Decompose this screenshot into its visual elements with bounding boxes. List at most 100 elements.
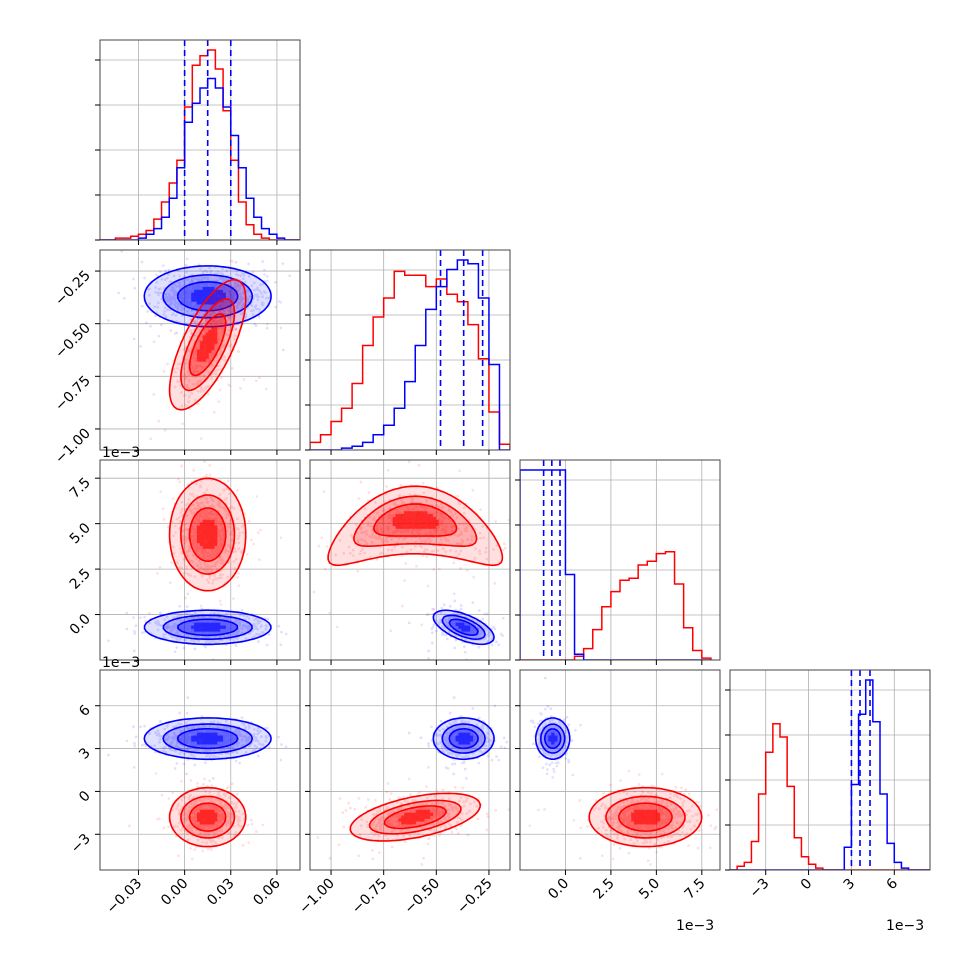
density-cell	[231, 272, 235, 276]
density-cell	[248, 295, 252, 299]
hist-red-p0	[100, 49, 300, 240]
sample-point	[229, 294, 233, 297]
density-cell	[199, 298, 204, 302]
density-cell	[211, 346, 215, 351]
density-cell	[208, 332, 212, 336]
sample-point	[179, 294, 183, 297]
density-cell	[199, 284, 204, 288]
sample-point	[199, 279, 202, 282]
density-cell	[211, 298, 215, 302]
sample-point	[156, 291, 159, 294]
sample-point	[255, 287, 259, 291]
density-cell	[194, 352, 198, 356]
density-cell	[214, 358, 218, 362]
density-cell	[174, 284, 178, 288]
sample-point	[168, 299, 171, 303]
density-cell	[156, 306, 161, 311]
density-cell	[256, 295, 261, 299]
density-cell	[176, 364, 181, 368]
density-cell	[208, 352, 212, 356]
density-cell	[176, 272, 181, 276]
sample-point	[225, 269, 228, 273]
density-cell	[245, 275, 249, 279]
density-cell	[262, 292, 266, 296]
density-cell	[179, 306, 184, 311]
sample-point	[217, 304, 220, 308]
density-cell	[208, 355, 212, 359]
sample-point	[216, 320, 220, 324]
sample-point	[281, 348, 285, 352]
sample-point	[274, 280, 277, 284]
density-cell	[202, 346, 206, 351]
density-cell	[151, 304, 155, 308]
sample-point	[171, 312, 175, 316]
sample-point	[209, 322, 212, 325]
density-cell	[254, 278, 258, 282]
density-cell	[174, 289, 178, 294]
sample-point	[156, 305, 159, 309]
density-cell	[156, 281, 161, 285]
density-cell	[211, 312, 215, 316]
density-cell	[199, 344, 204, 348]
density-cell	[202, 372, 206, 376]
density-cell	[162, 275, 166, 279]
density-cell	[245, 312, 249, 316]
sample-point	[173, 289, 177, 293]
density-cell	[174, 401, 178, 405]
density-cell	[176, 381, 181, 385]
density-cell	[188, 346, 192, 351]
density-cell	[202, 266, 206, 271]
density-cell	[202, 321, 206, 325]
sample-point	[224, 289, 228, 292]
sample-point	[255, 379, 258, 383]
density-cell	[259, 284, 264, 288]
sample-point	[197, 304, 201, 307]
sample-point	[248, 295, 252, 298]
density-cell	[182, 272, 186, 276]
density-cell	[214, 335, 218, 339]
sample-point	[208, 313, 212, 317]
density-cell	[234, 298, 238, 302]
density-cell	[231, 269, 235, 274]
sample-point	[188, 292, 191, 295]
density-cell	[236, 301, 241, 305]
density-cell	[254, 298, 258, 302]
density-cell	[199, 335, 204, 339]
sample-point	[197, 402, 200, 406]
density-cell	[196, 318, 201, 322]
sample-point	[185, 301, 188, 304]
density-cell	[216, 326, 221, 331]
sample-point	[166, 362, 169, 366]
density-cell	[179, 292, 184, 296]
density-cell	[196, 284, 201, 288]
density-cell	[211, 324, 215, 328]
density-cell	[225, 269, 229, 274]
density-cell	[248, 312, 252, 316]
density-cell	[156, 284, 161, 288]
density-cell	[211, 332, 215, 336]
density-cell	[216, 335, 221, 339]
density-cell	[202, 332, 206, 336]
density-cell	[194, 304, 198, 308]
density-cell	[228, 286, 232, 291]
density-cell	[191, 364, 195, 368]
sample-point	[254, 304, 258, 307]
density-cell	[242, 275, 246, 279]
sample-point	[238, 302, 241, 305]
density-cell	[185, 292, 189, 296]
density-cell	[174, 364, 178, 368]
density-cell	[205, 275, 209, 279]
density-cell	[171, 286, 175, 291]
density-cell	[202, 309, 206, 314]
density-cell	[179, 346, 184, 351]
density-cell	[216, 306, 221, 311]
sample-point	[229, 306, 232, 310]
sample-point	[180, 305, 183, 309]
density-cell	[202, 292, 206, 296]
sample-point	[180, 308, 184, 312]
sample-point	[159, 270, 162, 274]
density-cell	[208, 335, 212, 339]
sample-point	[175, 331, 179, 335]
density-cell	[162, 309, 166, 314]
sample-point	[197, 304, 201, 307]
